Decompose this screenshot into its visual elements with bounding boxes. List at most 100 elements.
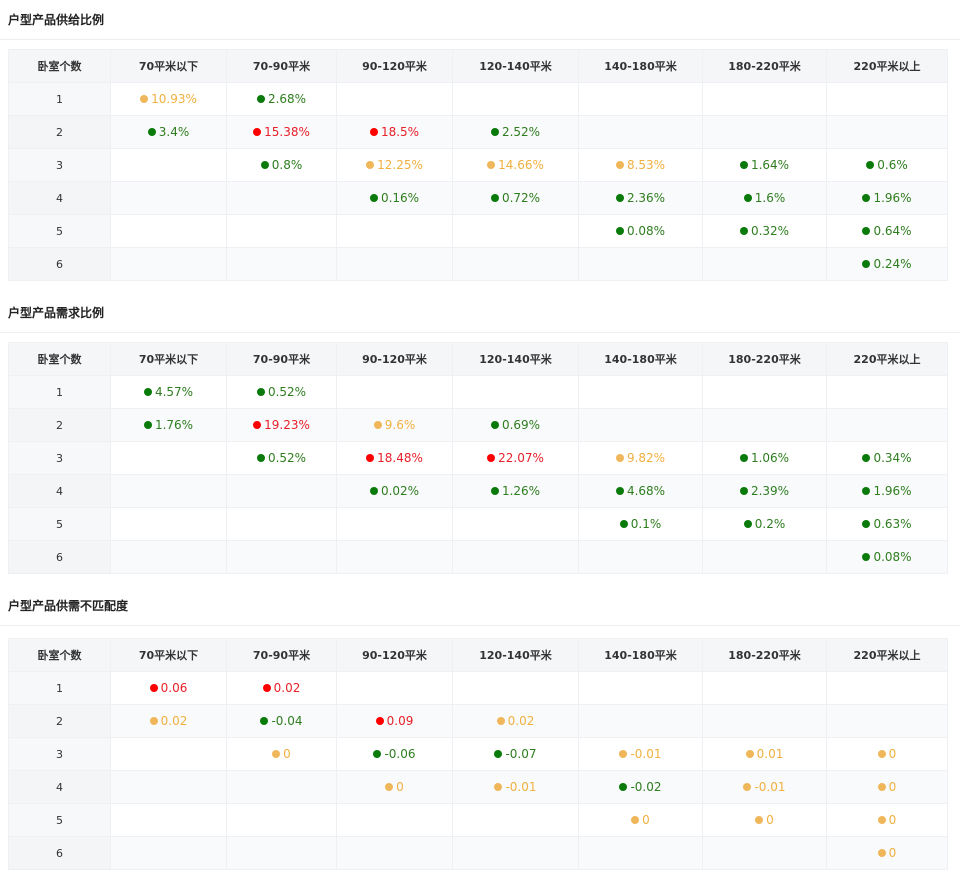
cell-value-wrap: 2.36% <box>615 191 665 205</box>
cell-value-wrap: 0.16% <box>369 191 419 205</box>
table-cell <box>826 82 948 116</box>
table-cell: 2.39% <box>702 474 827 508</box>
table-cell: 4.68% <box>578 474 703 508</box>
column-header-bedrooms: 卧室个数 <box>8 342 111 376</box>
table-cell <box>702 375 827 409</box>
cell-value: 0 <box>283 747 291 761</box>
cell-value: 2.52% <box>501 125 541 139</box>
table-row: 1 0.06 0.02 <box>8 671 948 705</box>
cell-value: 0.02 <box>507 714 535 728</box>
cell-value-wrap: 0.08% <box>862 550 912 564</box>
table-cell <box>110 737 227 771</box>
table-cell <box>578 115 703 149</box>
cell-value: 0.1% <box>630 517 662 531</box>
cell-value-wrap: 0 <box>877 813 896 827</box>
status-dot-icon <box>149 717 158 725</box>
cell-value-wrap: 0 <box>877 780 897 794</box>
column-header: 220平米以上 <box>826 638 948 672</box>
table-cell: 0 <box>826 836 948 870</box>
status-dot-icon <box>260 161 269 169</box>
status-dot-icon <box>366 454 375 462</box>
status-dot-icon <box>877 816 886 824</box>
table-cell: 0 <box>826 737 948 771</box>
table-cell: 0.1% <box>578 507 703 541</box>
bedroom-count: 4 <box>8 770 111 804</box>
table-cell: 0 <box>826 803 948 837</box>
status-dot-icon <box>253 128 262 136</box>
cell-value: 0 <box>888 780 897 794</box>
cell-value-wrap: 9.82% <box>615 451 665 465</box>
status-dot-icon <box>253 421 262 429</box>
table-cell <box>578 247 703 281</box>
title-divider <box>0 39 960 40</box>
status-dot-icon <box>862 227 871 235</box>
table-cell: 0.06 <box>110 671 227 705</box>
status-dot-icon <box>494 783 503 791</box>
cell-value-wrap: -0.01 <box>743 780 786 794</box>
status-dot-icon <box>149 684 158 692</box>
cell-value: 0.02 <box>273 681 301 695</box>
cell-value: 0 <box>396 780 404 794</box>
cell-value: 0.32% <box>750 224 790 238</box>
cell-value-wrap: -0.06 <box>373 747 416 761</box>
table-cell <box>336 375 453 409</box>
table-cell: 9.82% <box>578 441 703 475</box>
table-cell: 0 <box>578 803 703 837</box>
cell-value: 0.2% <box>754 517 786 531</box>
table-cell: -0.01 <box>702 770 827 804</box>
table-cell <box>578 82 703 116</box>
status-dot-icon <box>140 95 149 103</box>
status-dot-icon <box>743 783 752 791</box>
bedroom-count: 5 <box>8 507 111 541</box>
section-title: 户型产品供给比例 <box>8 13 105 27</box>
table-row: 2 1.76% 19.23% 9.6% 0.69% <box>8 408 948 442</box>
table-cell <box>226 803 337 837</box>
cell-value: 8.53% <box>626 158 666 172</box>
cell-value-wrap: 4.57% <box>143 385 193 399</box>
status-dot-icon <box>147 128 156 136</box>
status-dot-icon <box>862 260 871 268</box>
table-cell: 0 <box>226 737 337 771</box>
bedroom-count: 2 <box>8 115 111 149</box>
table-cell <box>336 540 453 574</box>
cell-value: 0.64% <box>873 224 912 238</box>
status-dot-icon <box>615 161 624 169</box>
cell-value: 1.6% <box>754 191 786 205</box>
cell-value-wrap: 0.08% <box>615 224 665 238</box>
table-cell: 14.66% <box>452 148 579 182</box>
cell-value-wrap: -0.02 <box>619 780 662 794</box>
cell-value: 1.96% <box>873 191 912 205</box>
table-cell: 0 <box>826 770 948 804</box>
cell-value: 0 <box>888 846 897 860</box>
cell-value: 0.63% <box>873 517 912 531</box>
cell-value: 3.4% <box>158 125 190 139</box>
table-cell <box>110 540 227 574</box>
title-divider <box>0 625 960 626</box>
table-cell <box>826 704 948 738</box>
column-header: 120-140平米 <box>452 342 579 376</box>
status-dot-icon <box>369 194 378 202</box>
status-dot-icon <box>739 487 748 495</box>
cell-value-wrap: 0.72% <box>490 191 540 205</box>
bedroom-count: 5 <box>8 214 111 248</box>
table-cell <box>826 375 948 409</box>
status-dot-icon <box>256 388 265 396</box>
bedroom-count: 3 <box>8 441 111 475</box>
cell-value: 0.02 <box>160 714 188 728</box>
cell-value: 15.38% <box>264 125 310 139</box>
cell-value: -0.01 <box>754 780 786 794</box>
demand-ratio-table: 卧室个数 70平米以下 70-90平米 90-120平米 120-140平米 140-18… <box>8 342 948 574</box>
status-dot-icon <box>866 161 875 169</box>
cell-value-wrap: 0.6% <box>866 158 908 172</box>
table-cell <box>336 214 453 248</box>
table-row: 4 0 -0.01 -0.02 -0.01 0 <box>8 770 948 804</box>
cell-value-wrap: 22.07% <box>487 451 544 465</box>
cell-value-wrap: 0 <box>877 846 897 860</box>
cell-value-wrap: 2.52% <box>490 125 541 139</box>
status-dot-icon <box>490 128 499 136</box>
column-header: 70平米以下 <box>110 638 227 672</box>
table-cell: 0.08% <box>826 540 948 574</box>
table-cell <box>110 836 227 870</box>
column-header: 70-90平米 <box>226 638 337 672</box>
table-cell <box>452 836 579 870</box>
